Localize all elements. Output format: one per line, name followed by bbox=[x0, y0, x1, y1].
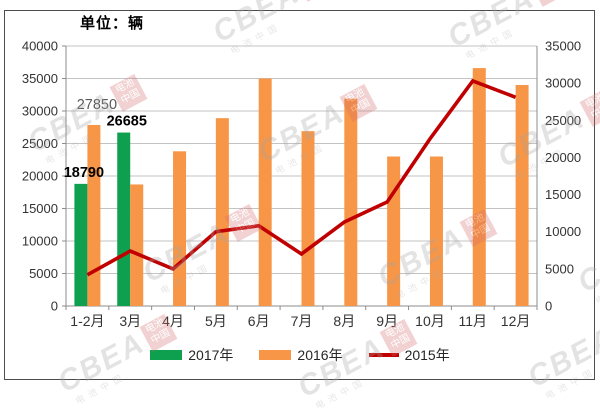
left-axis-label: 5000 bbox=[29, 266, 58, 281]
legend-item-2017: 2017年 bbox=[150, 345, 233, 365]
left-axis-label: 35000 bbox=[22, 71, 58, 86]
data-label-27850: 27850 bbox=[77, 97, 117, 113]
x-axis-label: 4月 bbox=[162, 313, 184, 329]
x-axis-label: 8月 bbox=[333, 313, 355, 329]
bar-2017-1-2月 bbox=[74, 183, 88, 306]
legend-label-2016: 2016年 bbox=[297, 347, 343, 363]
x-axis-label: 5月 bbox=[205, 313, 227, 329]
left-axis-label: 30000 bbox=[22, 104, 58, 119]
bar-2016-4月 bbox=[173, 151, 187, 306]
chart-legend: 2017年 2016年 2015年 bbox=[0, 345, 600, 365]
right-axis-label: 20000 bbox=[545, 150, 581, 165]
left-axis-label: 25000 bbox=[22, 136, 58, 151]
right-axis-label: 15000 bbox=[545, 187, 581, 202]
right-axis-label: 5000 bbox=[545, 261, 574, 276]
bar-2016-6月 bbox=[258, 78, 272, 306]
left-axis-label: 10000 bbox=[22, 234, 58, 249]
bar-2016-1-2月 bbox=[87, 124, 101, 306]
legend-label-2015: 2015年 bbox=[404, 347, 450, 363]
right-axis-label: 10000 bbox=[545, 224, 581, 239]
bar-2016-5月 bbox=[215, 118, 229, 307]
legend-item-2015: 2015年 bbox=[368, 345, 450, 365]
right-axis-label: 30000 bbox=[545, 76, 581, 91]
chart-frame bbox=[4, 10, 595, 380]
x-axis-label: 10月 bbox=[415, 313, 445, 329]
data-label-18790: 18790 bbox=[64, 165, 104, 181]
x-axis-label: 6月 bbox=[248, 313, 270, 329]
legend-swatch-2016 bbox=[259, 350, 292, 360]
bar-2016-9月 bbox=[387, 156, 401, 306]
left-axis-label: 40000 bbox=[22, 39, 58, 54]
x-axis-label: 9月 bbox=[376, 313, 398, 329]
legend-label-2017: 2017年 bbox=[188, 347, 234, 363]
left-axis-label: 20000 bbox=[22, 169, 58, 184]
bar-2016-11月 bbox=[472, 68, 486, 306]
left-axis-label: 15000 bbox=[22, 201, 58, 216]
right-axis-label: 35000 bbox=[545, 39, 581, 54]
legend-swatch-2017 bbox=[150, 350, 183, 360]
x-axis-label: 7月 bbox=[291, 313, 313, 329]
x-axis-label: 11月 bbox=[458, 313, 487, 329]
data-label-26685: 26685 bbox=[107, 114, 147, 130]
bar-2016-8月 bbox=[344, 98, 358, 307]
x-axis-label: 12月 bbox=[501, 313, 531, 329]
bar-2016-7月 bbox=[301, 131, 315, 306]
legend-swatch-2015 bbox=[368, 353, 399, 357]
bar-2016-12月 bbox=[515, 85, 529, 306]
chart-unit-title: 单位：辆 bbox=[80, 15, 145, 32]
right-axis-label: 25000 bbox=[545, 113, 581, 128]
legend-item-2016: 2016年 bbox=[259, 345, 343, 365]
left-axis-label: 0 bbox=[51, 299, 58, 314]
line-2015 bbox=[86, 78, 517, 277]
x-axis-label: 3月 bbox=[119, 313, 141, 329]
right-axis-label: 0 bbox=[545, 299, 552, 314]
bar-2016-3月 bbox=[130, 184, 144, 306]
x-axis-label: 1-2月 bbox=[70, 313, 104, 329]
bar-2016-10月 bbox=[429, 156, 443, 306]
bar-2017-3月 bbox=[117, 132, 131, 306]
